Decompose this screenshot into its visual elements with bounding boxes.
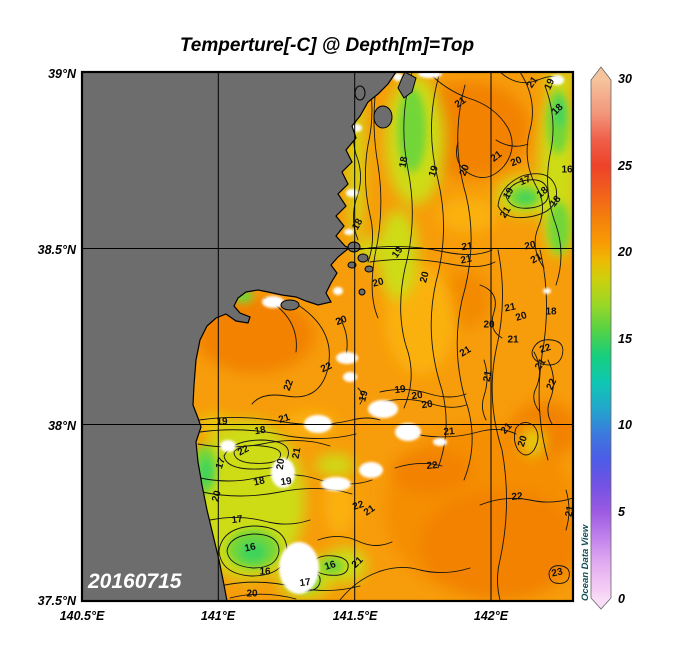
contour-label: 16 [244, 541, 258, 554]
x-axis-tick-labels: 140.5°E 141°E 141.5°E 142°E [60, 609, 509, 623]
contour-label: 18 [545, 307, 557, 318]
contour-label: 20 [483, 320, 495, 331]
map-frame [80, 70, 575, 603]
contour-label: 19 [357, 389, 371, 403]
contour-label: 22 [545, 377, 560, 392]
x-tick-label: 140.5°E [60, 609, 105, 623]
contour-label: 20 [418, 270, 432, 284]
graticule [82, 72, 573, 601]
colorbar-tick-label: 5 [618, 505, 626, 519]
contour-label: 18 [254, 425, 267, 438]
contour-label: 21 [277, 412, 291, 426]
contour-label: 20 [458, 163, 473, 178]
contour-label: 17 [518, 174, 533, 189]
contour-label: 22 [426, 460, 438, 472]
x-tick-label: 141°E [201, 609, 236, 623]
watermark-ocean-data-view: Ocean Data View [580, 524, 591, 601]
contour-label: 17 [231, 514, 244, 527]
contour-label: 22 [282, 378, 296, 393]
date-label: 20160715 [87, 570, 182, 593]
y-tick-label: 37.5°N [38, 594, 77, 608]
contour-label: 19 [427, 164, 441, 178]
contour-label: 20 [371, 276, 385, 290]
contour-label: 20 [334, 314, 349, 328]
contour-label: 19 [216, 417, 228, 428]
colorbar: 30 25 20 15 10 5 0 [590, 66, 633, 610]
contour-label: 21 [504, 301, 518, 314]
contour-label: 18 [398, 155, 411, 168]
contour-label: 19 [394, 384, 407, 397]
contour-label: 18 [350, 217, 365, 233]
figure-title: Temperture[-C] @ Depth[m]=Top [180, 35, 474, 56]
contour-label: 20 [524, 239, 538, 252]
colorbar-gradient-bar [590, 66, 612, 610]
contour-label: 22 [319, 360, 334, 375]
contour-label: 22 [538, 342, 552, 356]
contour-label: 20 [411, 390, 424, 403]
y-axis-tick-labels: 39°N 38.5°N 38°N 37.5°N [38, 67, 77, 608]
contour-label: 19 [543, 77, 558, 92]
contour-label: 20 [421, 399, 434, 412]
contour-label: 20 [509, 155, 524, 170]
colorbar-tick-label: 15 [618, 332, 633, 346]
contour-label: 20 [516, 434, 530, 448]
land-islands [280, 72, 417, 311]
colorbar-tick-label: 20 [617, 245, 632, 259]
y-tick-label: 39°N [48, 67, 77, 81]
contour-label: 21 [461, 241, 474, 254]
land [82, 72, 417, 601]
contour-label: 21 [460, 253, 474, 266]
colorbar-tick-label: 10 [618, 418, 632, 432]
colorbar-tick-label: 30 [618, 72, 632, 86]
y-tick-label: 38°N [48, 419, 77, 433]
contour-label: 19 [280, 476, 293, 489]
contour-label: 17 [299, 577, 312, 590]
contour-label: 16 [561, 165, 573, 176]
contour-label: 16 [323, 559, 337, 573]
contour-label: 21 [529, 251, 545, 266]
contour-label: 17 [214, 456, 228, 470]
colorbar-tick-labels: 30 25 20 15 10 5 0 [617, 72, 633, 606]
colorbar-tick-label: 0 [618, 592, 625, 606]
x-tick-label: 142°E [474, 609, 509, 623]
contour-label: 22 [511, 491, 523, 503]
contour-label: 22 [236, 443, 251, 458]
land-mainland [82, 72, 397, 601]
contour-label: 20 [275, 457, 288, 470]
contour-label: 21 [443, 426, 455, 438]
no-data-patches [220, 72, 564, 594]
contour-label: 21 [564, 504, 577, 517]
warm-water-patches [195, 82, 573, 600]
contour-label: 19 [501, 186, 516, 202]
contour-label: 21 [291, 446, 304, 459]
y-tick-label: 38.5°N [38, 243, 77, 257]
contour-label: 18 [253, 475, 267, 488]
contour-label: 21 [507, 335, 519, 346]
contour-label: 23 [551, 566, 565, 579]
contour-label: 20 [246, 589, 258, 600]
colorbar-tick-label: 25 [617, 159, 633, 173]
contour-label: 20 [210, 489, 224, 503]
contour-label: 20 [514, 310, 528, 324]
contour-label: 16 [259, 567, 271, 578]
x-tick-label: 141.5°E [333, 609, 378, 623]
